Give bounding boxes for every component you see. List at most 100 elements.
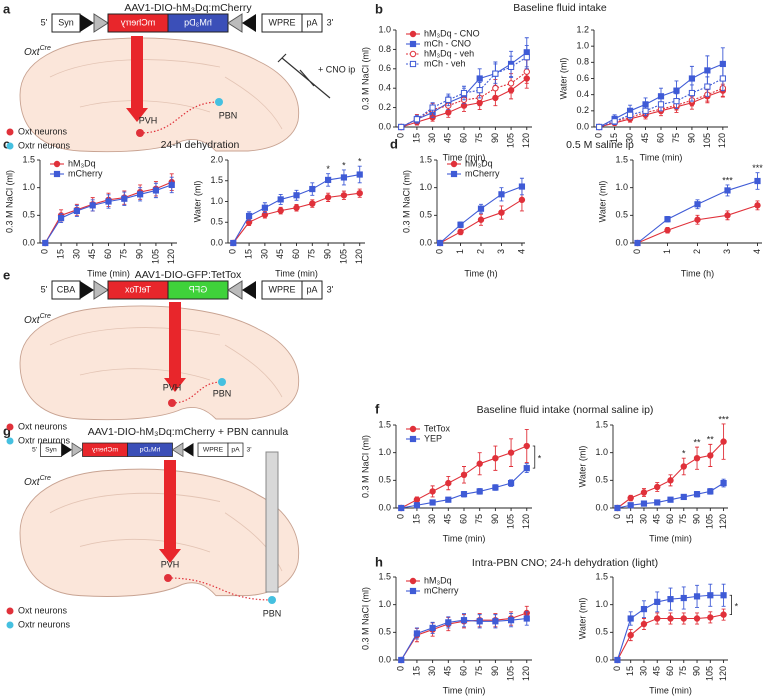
x-axis-label: Time (min) — [87, 268, 130, 278]
marker — [654, 598, 661, 605]
strain-superscript: Cre — [40, 45, 51, 52]
legend-label: Oxtr neurons — [18, 619, 71, 629]
significance: ** — [707, 435, 715, 445]
legend-label: Oxtr neurons — [18, 435, 71, 445]
significance: * — [358, 157, 362, 167]
x-axis-label: Time (min) — [640, 152, 683, 162]
insert-label: hM₃Dq — [139, 447, 160, 454]
x-tick-label: 4 — [516, 249, 526, 254]
strain: OxtCre — [24, 313, 51, 326]
x-tick-label: 0 — [396, 666, 406, 671]
x-axis-label: Time (min) — [649, 685, 692, 695]
marker — [523, 54, 530, 61]
x-tick-label: 0 — [594, 133, 604, 138]
x-tick-label: 1 — [662, 249, 672, 254]
y-tick-label: 1.0 — [419, 182, 432, 192]
marker — [507, 480, 515, 487]
loxp — [80, 14, 94, 32]
x-tick-label: 45 — [87, 249, 97, 259]
marker — [398, 504, 405, 512]
marker — [445, 96, 452, 103]
legend-label: Oxt neurons — [18, 605, 68, 615]
y-tick-label: 1.5 — [595, 571, 608, 581]
region-label: PVH — [163, 382, 182, 392]
marker — [152, 187, 160, 194]
y-axis-label: 0.3 M NaCl (ml) — [401, 170, 411, 233]
marker — [654, 483, 661, 491]
y-tick-label: 1.5 — [615, 154, 628, 164]
marker — [523, 615, 530, 622]
lox2272 — [71, 442, 84, 458]
y-tick-label: 1.5 — [378, 419, 391, 429]
marker — [492, 85, 499, 92]
marker — [523, 68, 530, 75]
marker — [724, 187, 731, 194]
y-tick-label: 0.5 — [22, 210, 35, 220]
marker — [476, 618, 483, 625]
y-tick-label: 1.0 — [576, 41, 589, 51]
cannula — [265, 451, 279, 593]
marker — [137, 191, 144, 198]
y-tick-label: 0.4 — [378, 83, 391, 93]
x-tick-label: 75 — [678, 666, 688, 676]
marker — [507, 63, 515, 70]
legend-marker — [53, 170, 61, 178]
x-tick-label: 0 — [40, 249, 50, 254]
y-axis-label: Water (ml) — [192, 181, 202, 223]
marker — [477, 205, 485, 212]
x-tick-label: 60 — [103, 249, 113, 259]
marker — [693, 593, 701, 600]
x-axis-label: Time (min) — [443, 685, 486, 695]
y-tick-label: 0.5 — [615, 210, 628, 220]
marker — [168, 181, 175, 189]
y-tick-label: 0.2 — [378, 102, 391, 112]
y-tick-label: 1.0 — [378, 599, 391, 609]
brain-outline — [19, 468, 300, 597]
marker — [477, 216, 485, 223]
y-tick-label: 1.2 — [576, 24, 589, 34]
x-tick-label: 90 — [686, 133, 696, 143]
marker — [654, 615, 661, 622]
y-tick-label: 1.0 — [22, 182, 35, 192]
x-tick-label: 90 — [134, 249, 144, 259]
marker — [640, 620, 648, 628]
x-tick-label: 2 — [475, 249, 485, 254]
legend-marker — [409, 435, 417, 443]
marker — [704, 67, 711, 74]
pa: pA — [306, 17, 317, 27]
y-tick-label: 0.0 — [595, 502, 608, 512]
pa-box — [301, 280, 323, 300]
x-tick-label: 30 — [427, 666, 437, 676]
marker — [614, 656, 621, 664]
construct: 5' Syn mCherry hM₃Dq WPRE pA 3' — [32, 442, 252, 458]
marker — [693, 455, 701, 462]
significance: *** — [722, 175, 733, 185]
legend-marker — [409, 577, 417, 585]
legend-label: hM₃Dq - CNO — [424, 28, 480, 38]
legend-marker — [409, 40, 417, 48]
strain-name: Oxt — [24, 315, 41, 326]
marker — [704, 83, 711, 90]
marker — [476, 460, 483, 467]
marker — [413, 116, 421, 123]
x-tick-label: 30 — [427, 514, 437, 524]
y-axis-label: Water (ml) — [577, 598, 587, 640]
chart-title: 24-h dehydration — [161, 139, 240, 151]
lox2272 — [227, 280, 243, 300]
marker — [429, 104, 436, 111]
x-tick-label: 30 — [624, 133, 634, 143]
marker — [413, 496, 421, 503]
x-tick-label: 90 — [490, 133, 500, 143]
marker — [429, 488, 436, 495]
x-tick-label: 120 — [521, 514, 531, 529]
marker — [724, 212, 731, 219]
x-tick-label: 3 — [496, 249, 506, 254]
marker — [627, 502, 634, 509]
significance-bracket — [532, 445, 536, 469]
marker — [476, 87, 483, 94]
y-tick-label: 0.0 — [378, 121, 391, 131]
marker — [640, 500, 648, 507]
x-axis-label: Time (h) — [464, 268, 497, 278]
x-tick-label: 30 — [638, 666, 648, 676]
y-axis-label: Water (ml) — [558, 58, 568, 100]
